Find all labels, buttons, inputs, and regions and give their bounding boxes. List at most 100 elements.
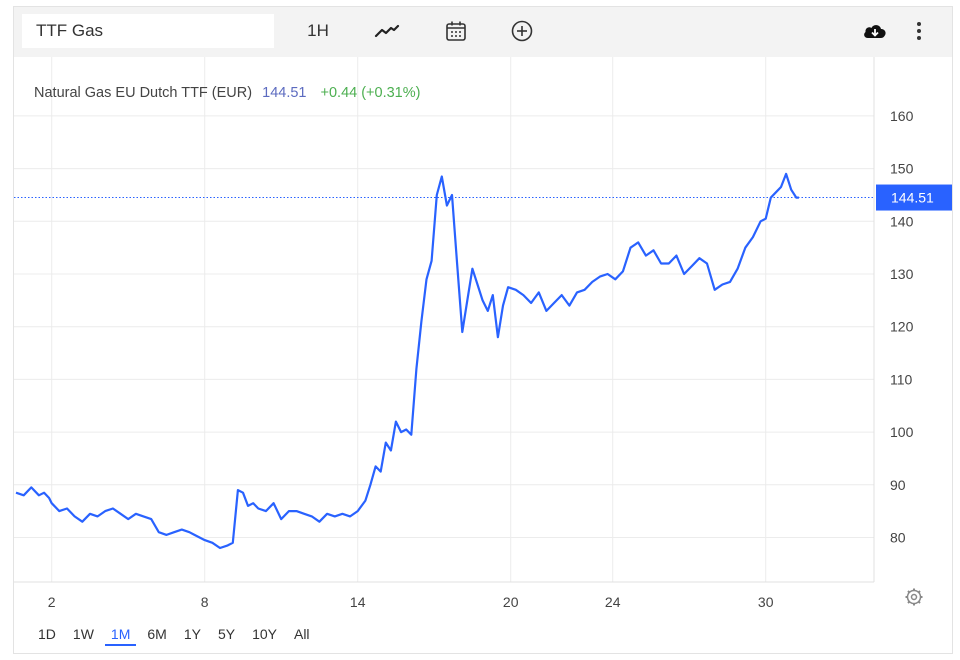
y-tick-label: 110 [890, 371, 913, 387]
data-point [683, 273, 685, 275]
data-point [660, 262, 662, 264]
data-point [576, 291, 578, 293]
data-point [502, 304, 504, 306]
last-price-tag: 144.51 [876, 184, 952, 211]
range-button-1w[interactable]: 1W [72, 626, 94, 642]
price-tag-label: 144.51 [891, 190, 934, 206]
data-point [606, 273, 608, 275]
x-tick-label: 20 [503, 594, 519, 610]
chart-widget: 1H [13, 6, 953, 654]
data-point [752, 236, 754, 238]
data-point [198, 536, 200, 538]
data-point [374, 465, 376, 467]
grid [14, 57, 874, 582]
data-point [288, 510, 290, 512]
data-point [204, 539, 206, 541]
data-point [385, 441, 387, 443]
range-button-1d[interactable]: 1D [38, 626, 56, 642]
data-point [591, 281, 593, 283]
data-point [492, 294, 494, 296]
data-point [349, 515, 351, 517]
more-options-button[interactable] [909, 14, 929, 48]
data-point [379, 470, 381, 472]
data-point [729, 281, 731, 283]
data-point [150, 518, 152, 520]
data-point [280, 518, 282, 520]
data-point [652, 249, 654, 251]
data-point [637, 241, 639, 243]
data-point [568, 304, 570, 306]
data-point [798, 196, 800, 198]
data-point [599, 275, 601, 277]
data-point [451, 194, 453, 196]
data-point [476, 283, 478, 285]
data-point [58, 510, 60, 512]
data-point [522, 294, 524, 296]
data-point [775, 191, 777, 193]
data-point [135, 513, 137, 515]
chart-area[interactable]: 80 90 100 110 120 130 140 150 160 2 8 14 20 24 30 144.… [14, 57, 952, 655]
data-points [15, 173, 800, 550]
data-point [410, 434, 412, 436]
data-point [691, 265, 693, 267]
data-point [272, 502, 274, 504]
download-button[interactable] [857, 14, 893, 48]
data-point [780, 186, 782, 188]
date-range-button[interactable] [438, 14, 474, 48]
data-point [247, 505, 249, 507]
data-point [142, 515, 144, 517]
data-point [614, 278, 616, 280]
y-tick-label: 160 [890, 108, 914, 124]
data-point [193, 534, 195, 536]
range-button-all[interactable]: All [293, 626, 310, 642]
y-tick-label: 140 [890, 213, 914, 229]
data-point [303, 513, 305, 515]
data-point [446, 204, 448, 206]
y-tick-label: 130 [890, 266, 914, 282]
interval-button[interactable]: 1H [307, 21, 329, 40]
data-point [706, 262, 708, 264]
data-point [295, 510, 297, 512]
data-point [795, 196, 797, 198]
data-point [119, 513, 121, 515]
data-point [675, 254, 677, 256]
x-tick-label: 30 [758, 594, 774, 610]
calendar-icon [446, 21, 466, 41]
range-button-10y[interactable]: 10Y [252, 626, 277, 642]
data-point [30, 486, 32, 488]
data-point [219, 547, 221, 549]
data-point [15, 492, 17, 494]
range-button-1m[interactable]: 1M [104, 622, 137, 646]
data-point [721, 283, 723, 285]
range-button-5y[interactable]: 5Y [217, 626, 236, 642]
data-point [252, 502, 254, 504]
range-button-6m[interactable]: 6M [147, 626, 167, 642]
data-point [104, 510, 106, 512]
chart-legend: Natural Gas EU Dutch TTF (EUR) 144.51 +0… [34, 85, 420, 101]
data-point [51, 502, 53, 504]
legend-series-name: Natural Gas EU Dutch TTF (EUR) [34, 85, 252, 101]
data-point [158, 531, 160, 533]
data-point [545, 310, 547, 312]
data-point [420, 320, 422, 322]
cloud-download-icon [864, 25, 886, 38]
data-point [487, 310, 489, 312]
chart-type-button[interactable] [369, 14, 405, 48]
compare-button[interactable] [504, 14, 540, 48]
axes: 80 90 100 110 120 130 140 150 160 2 8 14 20 24 30 [14, 57, 914, 610]
symbol-search-input[interactable] [22, 14, 274, 48]
settings-button[interactable] [905, 588, 923, 606]
data-point [48, 497, 50, 499]
data-point [507, 286, 509, 288]
range-button-1y[interactable]: 1Y [183, 626, 201, 642]
data-point [318, 520, 320, 522]
y-tick-label: 80 [890, 530, 906, 546]
data-point [515, 289, 517, 291]
x-tick-label: 2 [48, 594, 56, 610]
data-point [425, 278, 427, 280]
legend-last-price: 144.51 [262, 85, 306, 101]
data-point [127, 518, 129, 520]
data-point [181, 528, 183, 530]
data-point [66, 507, 68, 509]
data-point [629, 246, 631, 248]
